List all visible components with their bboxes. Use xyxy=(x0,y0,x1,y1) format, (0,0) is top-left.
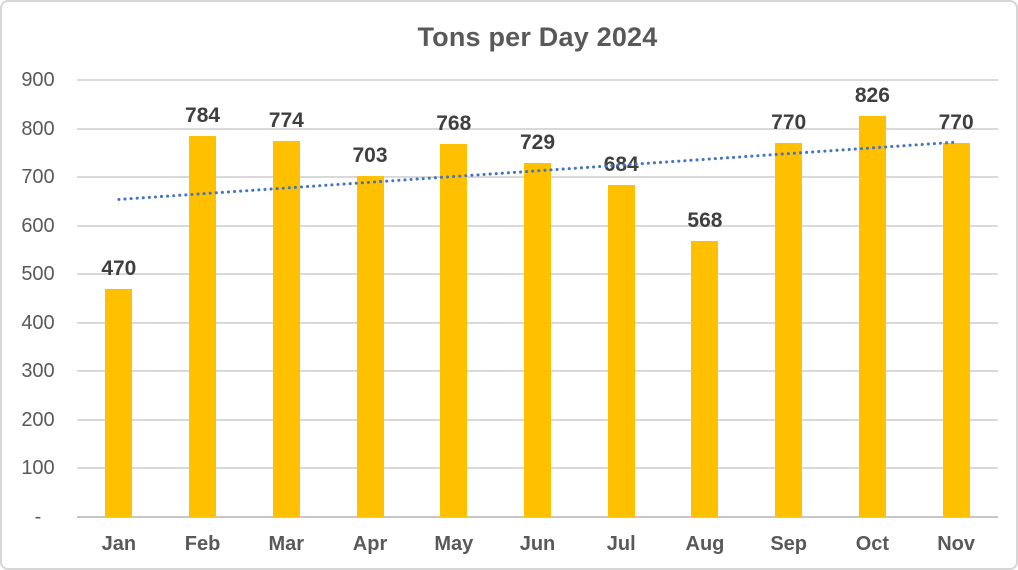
bar-mar xyxy=(272,141,300,517)
bar-value-label: 768 xyxy=(436,112,472,136)
bar-oct xyxy=(858,115,886,517)
y-axis-tick-label: 600 xyxy=(21,214,55,237)
bar-may xyxy=(440,144,468,517)
bar-aug xyxy=(691,241,719,517)
gridline xyxy=(77,127,998,130)
x-axis-tick-label: Mar xyxy=(268,533,305,555)
x-axis-tick-label: Nov xyxy=(937,533,976,555)
x-axis-tick-label: Apr xyxy=(352,533,388,555)
bar-jun xyxy=(524,163,551,517)
y-axis-tick-label: 500 xyxy=(21,263,55,286)
y-axis-tick-label: 800 xyxy=(21,117,55,140)
y-axis-tick-label: 900 xyxy=(21,69,55,91)
bar-nov xyxy=(942,143,970,517)
y-axis-tick-label: 100 xyxy=(21,457,55,480)
bar-value-label: 684 xyxy=(603,152,639,176)
x-axis-tick-label: Aug xyxy=(685,533,725,555)
x-axis-tick-label: Jul xyxy=(606,533,636,555)
x-axis-tick-label: May xyxy=(434,533,474,555)
x-axis-tick-label: Jan xyxy=(101,533,137,555)
bar-value-label: 774 xyxy=(268,109,304,133)
bar-value-label: 770 xyxy=(938,111,974,135)
x-axis-tick-label: Jun xyxy=(519,533,556,555)
bar-jan xyxy=(105,288,133,517)
y-axis-tick-label: 700 xyxy=(21,166,55,189)
y-axis-tick-label: 300 xyxy=(21,360,55,383)
y-axis-tick-label: 400 xyxy=(21,311,55,334)
x-axis-tick-label: Feb xyxy=(184,533,221,555)
chart-title: Tons per Day 2024 xyxy=(417,22,658,52)
x-axis-line xyxy=(77,516,998,518)
y-axis-tick-label: 200 xyxy=(21,408,55,431)
bar-value-label: 703 xyxy=(352,143,388,167)
bar-apr xyxy=(356,175,384,517)
bar-sep xyxy=(775,143,803,517)
bar-value-label: 784 xyxy=(185,104,221,128)
bar-value-label: 770 xyxy=(771,111,807,135)
bar-jul xyxy=(607,184,635,517)
x-axis-tick-label: Sep xyxy=(770,533,808,555)
y-axis-tick-label: - xyxy=(34,506,42,528)
bar-value-label: 470 xyxy=(101,256,137,280)
bar-value-label: 729 xyxy=(519,131,556,155)
bar-value-label: 568 xyxy=(687,209,723,233)
bar-feb xyxy=(189,136,217,517)
x-axis-tick-label: Oct xyxy=(855,533,890,555)
bar-value-label: 826 xyxy=(854,83,890,107)
gridline xyxy=(77,79,998,81)
